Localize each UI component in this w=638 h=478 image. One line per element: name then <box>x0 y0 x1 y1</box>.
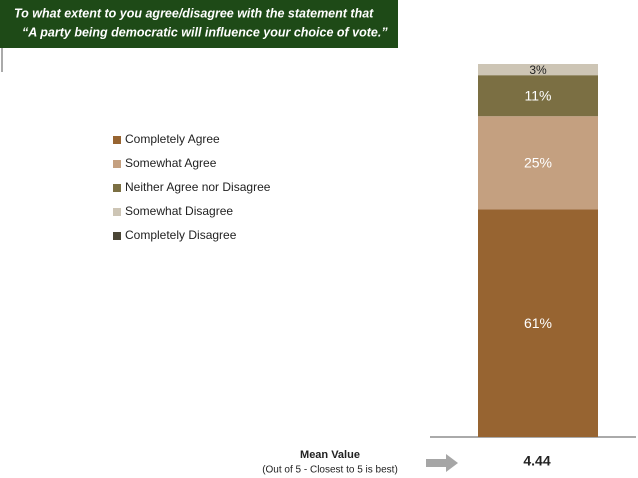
legend-label: Completely Disagree <box>125 228 237 242</box>
legend-swatch <box>113 160 121 168</box>
legend-swatch <box>113 208 121 216</box>
legend-label: Somewhat Agree <box>125 156 217 170</box>
value-label: 11% <box>525 87 552 103</box>
legend-swatch <box>113 136 121 144</box>
bar-segment <box>478 116 598 210</box>
legend-label: Completely Agree <box>125 132 220 146</box>
legend-swatch <box>113 184 121 192</box>
legend-label: Neither Agree nor Disagree <box>125 180 271 194</box>
legend-swatch <box>113 232 121 240</box>
chart-title: To what extent to you agree/disagree wit… <box>14 6 374 20</box>
legend-label: Somewhat Disagree <box>125 204 233 218</box>
chart-title: “A party being democratic will influence… <box>22 25 388 39</box>
bar-segment <box>478 209 598 437</box>
title-box <box>0 0 398 48</box>
bar-segment <box>478 64 598 76</box>
value-label: 61% <box>524 315 552 331</box>
mean-note: (Out of 5 - Closest to 5 is best) <box>262 465 398 476</box>
bar-segment <box>478 75 598 117</box>
arrow <box>426 454 458 472</box>
mean-label: Mean Value <box>300 449 360 461</box>
value-label: 25% <box>524 155 552 171</box>
value-label: 3% <box>529 63 547 77</box>
mean-value: 4.44 <box>523 453 550 469</box>
